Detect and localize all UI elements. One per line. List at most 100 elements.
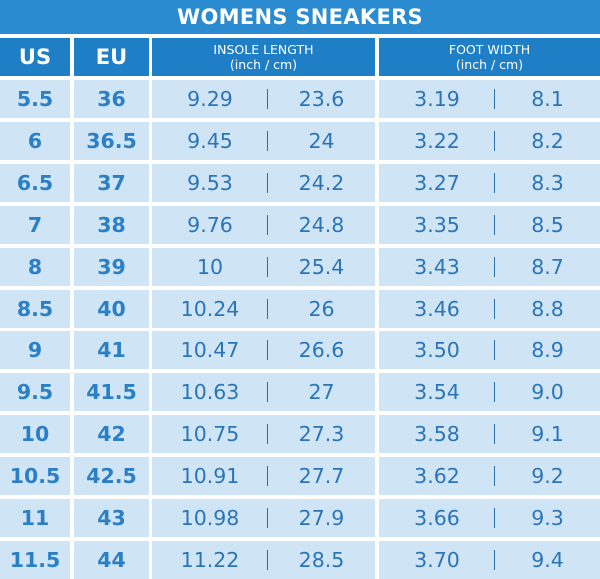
header-width-units: (inch / cm) bbox=[455, 57, 524, 72]
column-divider bbox=[494, 89, 495, 109]
column-divider bbox=[494, 214, 495, 235]
cell-us: 6.5 bbox=[0, 163, 70, 202]
column-divider bbox=[494, 130, 495, 151]
cell-insole-cm: 28.5 bbox=[268, 540, 375, 579]
chart-title: WOMENS SNEAKERS bbox=[0, 0, 600, 34]
cell-width-inch: 3.19 bbox=[379, 80, 495, 118]
cell-eu: 44 bbox=[74, 540, 149, 579]
cell-width-cm: 9.0 bbox=[495, 373, 600, 412]
cell-width-cm: 8.5 bbox=[495, 205, 600, 244]
cell-insole-inch: 10.91 bbox=[152, 457, 268, 496]
cell-width-cm: 8.8 bbox=[495, 289, 600, 328]
cell-insole-inch: 9.45 bbox=[152, 121, 268, 160]
cell-width-inch: 3.62 bbox=[379, 457, 495, 496]
column-divider bbox=[494, 340, 495, 361]
cell-insole-cm: 23.6 bbox=[268, 80, 375, 118]
cell-width-cm: 8.3 bbox=[495, 163, 600, 202]
column-divider bbox=[494, 508, 495, 528]
cell-insole-inch: 10.75 bbox=[152, 415, 268, 454]
cell-width-inch: 3.22 bbox=[379, 121, 495, 160]
cell-width-cm: 9.4 bbox=[495, 540, 600, 579]
column-divider bbox=[267, 549, 268, 570]
cell-width-inch: 3.43 bbox=[379, 247, 495, 286]
cell-us: 9.5 bbox=[0, 373, 70, 412]
cell-width-inch: 3.66 bbox=[379, 499, 495, 537]
header-width-title: FOOT WIDTH bbox=[448, 42, 531, 57]
cell-insole-inch: 9.29 bbox=[152, 80, 268, 118]
cell-width-inch: 3.35 bbox=[379, 205, 495, 244]
cell-eu: 42.5 bbox=[74, 457, 149, 496]
column-divider bbox=[267, 466, 268, 487]
column-divider bbox=[267, 130, 268, 151]
cell-insole-inch: 10 bbox=[152, 247, 268, 286]
cell-us: 5.5 bbox=[0, 80, 70, 118]
table-row: 11 43 10.98 27.9 3.66 9.3 bbox=[0, 499, 600, 537]
cell-insole-cm: 25.4 bbox=[268, 247, 375, 286]
cell-insole-cm: 24.2 bbox=[268, 163, 375, 202]
header-us: US bbox=[0, 38, 70, 76]
table-row: 5.5 36 9.29 23.6 3.19 8.1 bbox=[0, 80, 600, 118]
column-divider bbox=[267, 256, 268, 277]
cell-insole-cm: 27.9 bbox=[268, 499, 375, 537]
column-divider bbox=[494, 466, 495, 487]
cell-eu: 36.5 bbox=[74, 121, 149, 160]
cell-width-cm: 8.7 bbox=[495, 247, 600, 286]
cell-eu: 41.5 bbox=[74, 373, 149, 412]
column-divider bbox=[494, 424, 495, 445]
table-row: 8.5 40 10.24 26 3.46 8.8 bbox=[0, 289, 600, 328]
cell-insole-cm: 26.6 bbox=[268, 331, 375, 370]
table-row: 9.5 41.5 10.63 27 3.54 9.0 bbox=[0, 373, 600, 412]
cell-width-cm: 8.1 bbox=[495, 80, 600, 118]
cell-width-inch: 3.46 bbox=[379, 289, 495, 328]
cell-width-cm: 9.3 bbox=[495, 499, 600, 537]
column-divider bbox=[494, 256, 495, 277]
cell-eu: 37 bbox=[74, 163, 149, 202]
cell-insole-cm: 27 bbox=[268, 373, 375, 412]
cell-insole-cm: 24 bbox=[268, 121, 375, 160]
cell-us: 10 bbox=[0, 415, 70, 454]
cell-insole-inch: 9.76 bbox=[152, 205, 268, 244]
cell-insole-inch: 9.53 bbox=[152, 163, 268, 202]
cell-width-inch: 3.27 bbox=[379, 163, 495, 202]
column-divider bbox=[267, 89, 268, 109]
cell-us: 7 bbox=[0, 205, 70, 244]
cell-eu: 41 bbox=[74, 331, 149, 370]
column-divider bbox=[267, 172, 268, 193]
cell-width-inch: 3.58 bbox=[379, 415, 495, 454]
table-row: 10 42 10.75 27.3 3.58 9.1 bbox=[0, 415, 600, 454]
cell-insole-cm: 24.8 bbox=[268, 205, 375, 244]
cell-us: 8.5 bbox=[0, 289, 70, 328]
cell-eu: 36 bbox=[74, 80, 149, 118]
table-row: 11.5 44 11.22 28.5 3.70 9.4 bbox=[0, 540, 600, 579]
cell-width-inch: 3.50 bbox=[379, 331, 495, 370]
cell-insole-inch: 10.47 bbox=[152, 331, 268, 370]
cell-insole-cm: 26 bbox=[268, 289, 375, 328]
table-row: 6.5 37 9.53 24.2 3.27 8.3 bbox=[0, 163, 600, 202]
cell-us: 11 bbox=[0, 499, 70, 537]
cell-eu: 39 bbox=[74, 247, 149, 286]
cell-width-inch: 3.70 bbox=[379, 540, 495, 579]
cell-us: 6 bbox=[0, 121, 70, 160]
cell-eu: 43 bbox=[74, 499, 149, 537]
cell-width-cm: 9.2 bbox=[495, 457, 600, 496]
column-divider bbox=[267, 340, 268, 361]
cell-eu: 40 bbox=[74, 289, 149, 328]
column-divider bbox=[267, 508, 268, 528]
table-row: 6 36.5 9.45 24 3.22 8.2 bbox=[0, 121, 600, 160]
header-foot-width: FOOT WIDTH (inch / cm) bbox=[379, 38, 600, 76]
header-eu: EU bbox=[74, 38, 149, 76]
column-divider bbox=[267, 382, 268, 403]
column-divider bbox=[267, 214, 268, 235]
column-divider bbox=[494, 549, 495, 570]
table-row: 10.5 42.5 10.91 27.7 3.62 9.2 bbox=[0, 457, 600, 496]
table-row: 9 41 10.47 26.6 3.50 8.9 bbox=[0, 331, 600, 370]
cell-insole-inch: 10.98 bbox=[152, 499, 268, 537]
cell-us: 10.5 bbox=[0, 457, 70, 496]
cell-width-cm: 9.1 bbox=[495, 415, 600, 454]
header-insole-units: (inch / cm) bbox=[229, 57, 298, 72]
cell-eu: 42 bbox=[74, 415, 149, 454]
cell-width-cm: 8.2 bbox=[495, 121, 600, 160]
table-row: 8 39 10 25.4 3.43 8.7 bbox=[0, 247, 600, 286]
table-row: 7 38 9.76 24.8 3.35 8.5 bbox=[0, 205, 600, 244]
